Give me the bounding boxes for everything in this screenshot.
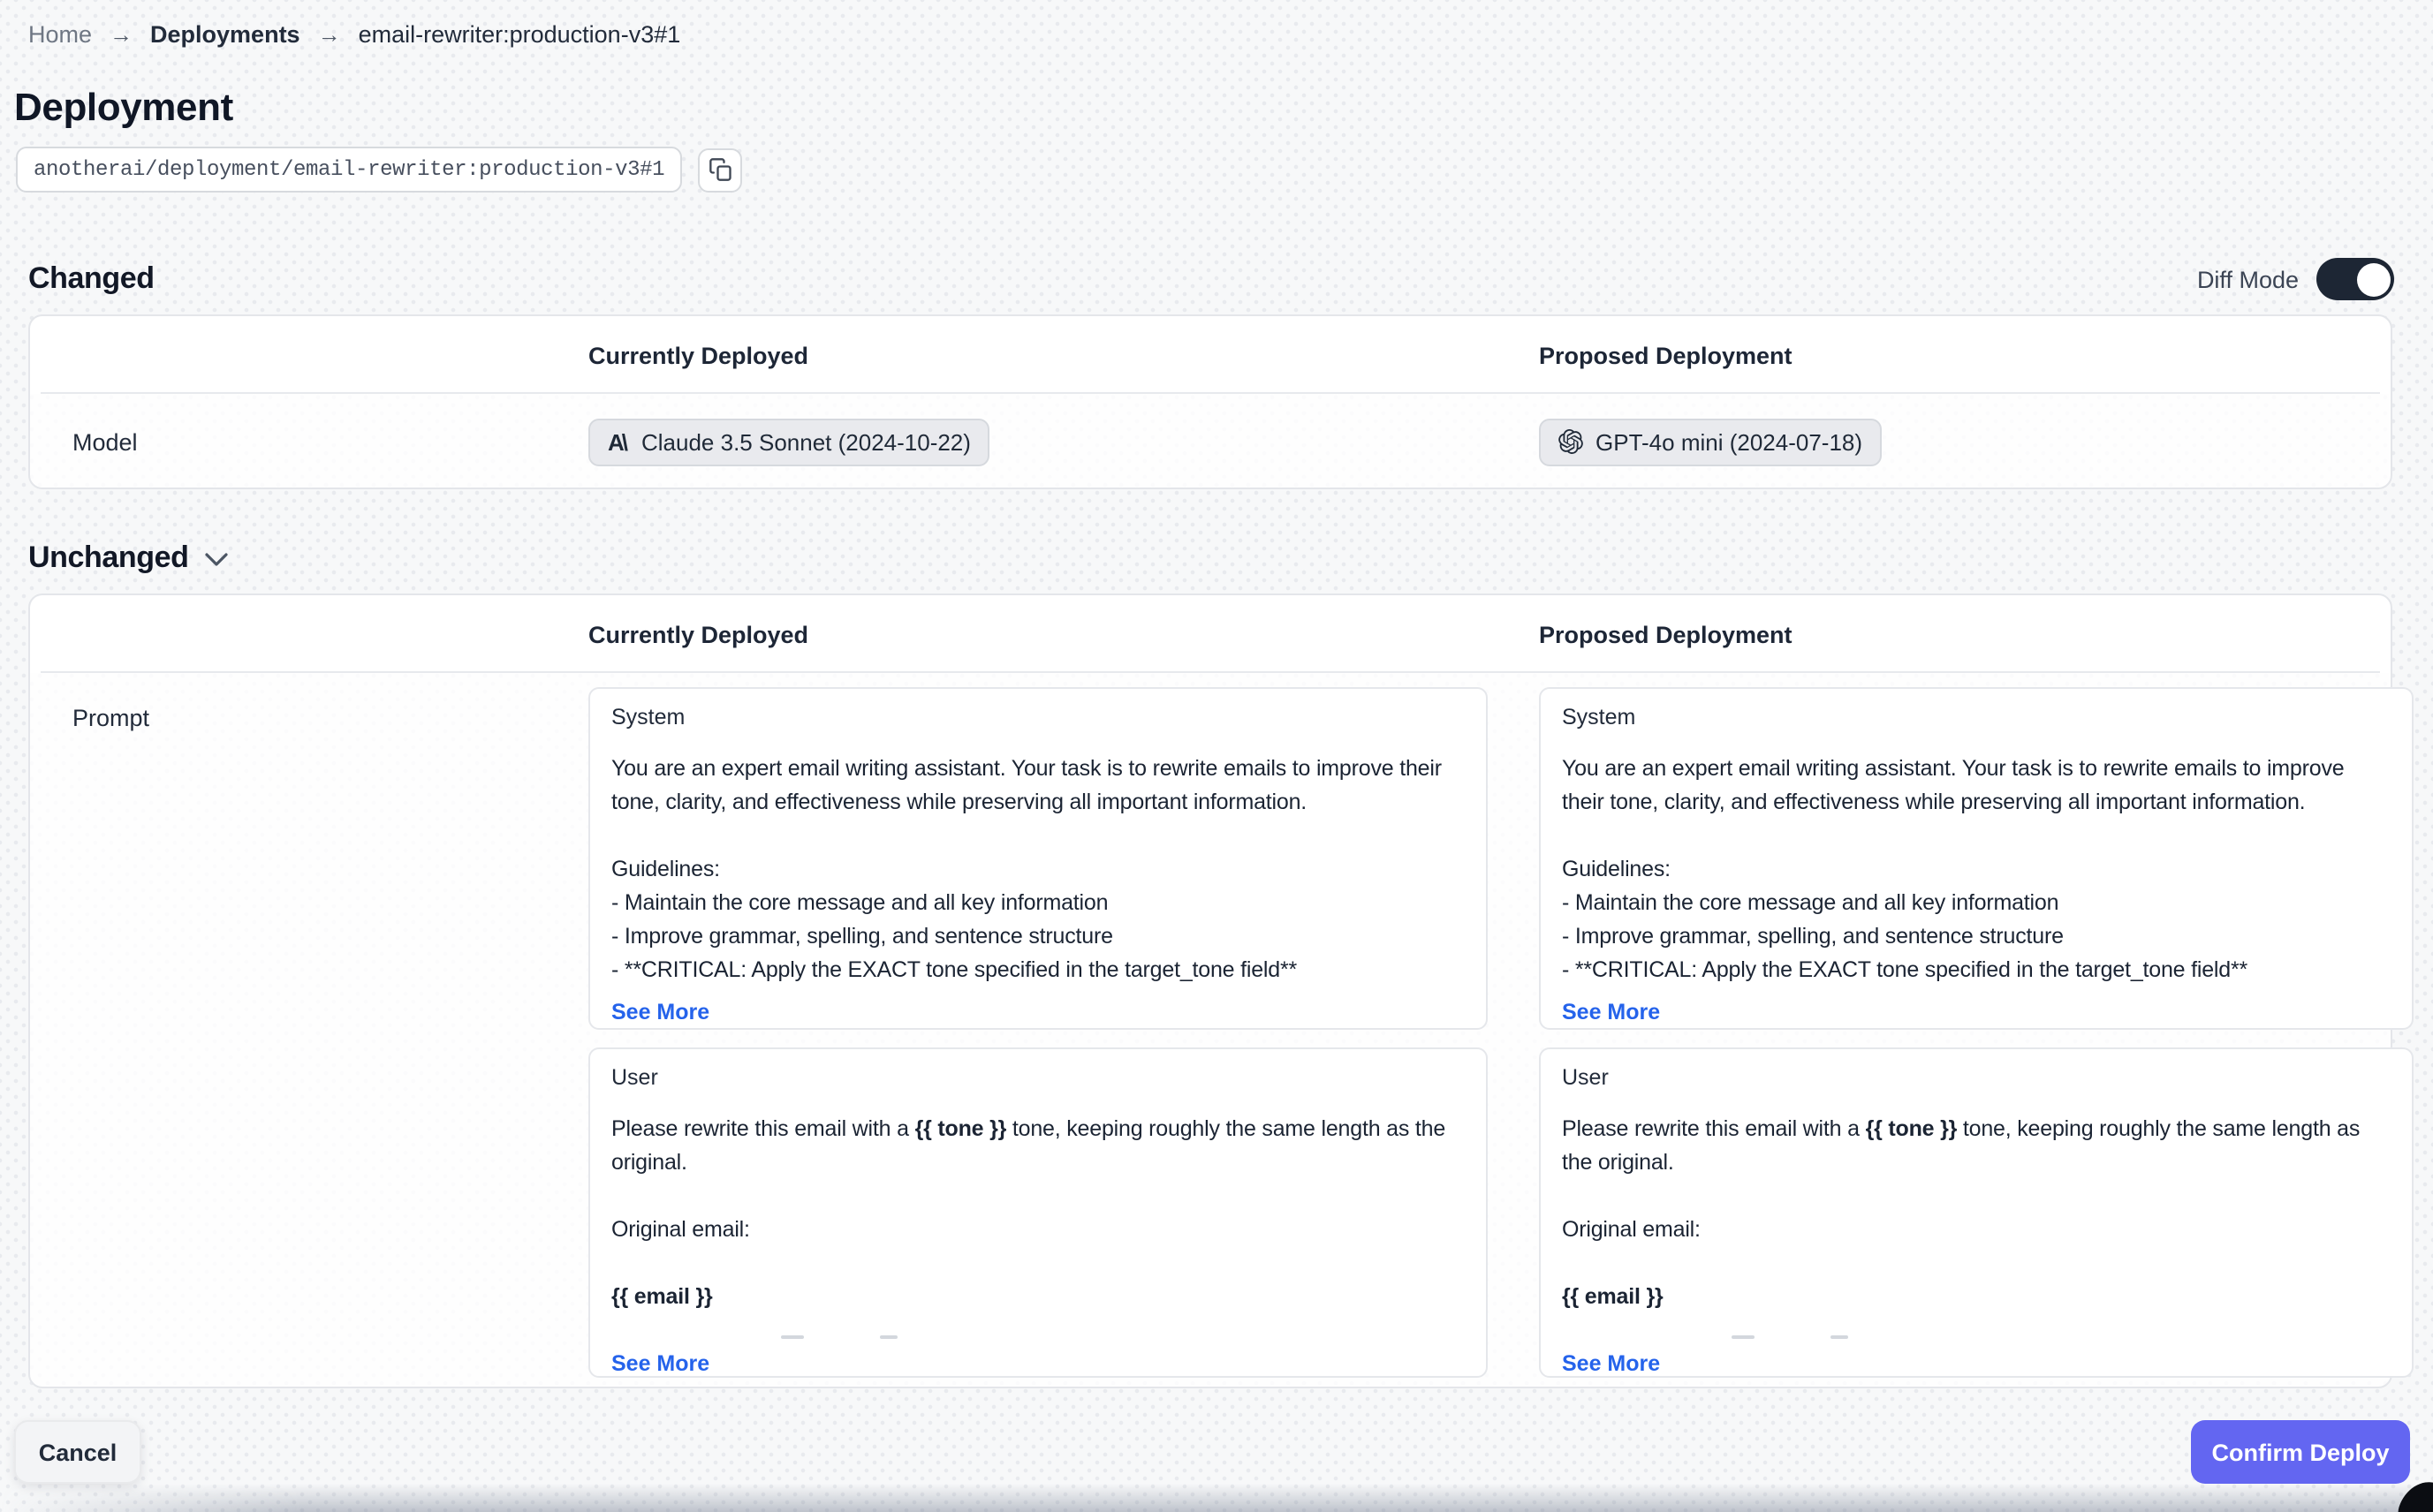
changed-section-title: Changed (28, 261, 155, 295)
tone-variable: {{ tone }} (1865, 1116, 1958, 1141)
unchanged-panel: Currently Deployed Proposed Deployment P… (28, 593, 2414, 1388)
see-more-link[interactable]: See More (611, 1351, 710, 1376)
guideline-item: - Improve grammar, spelling, and sentenc… (1562, 924, 2064, 949)
message-role-label: System (1562, 705, 1636, 730)
deployment-id-field[interactable]: anotherai/deployment/email-rewriter:prod… (16, 147, 683, 193)
arrow-right-icon: → (110, 21, 133, 48)
email-variable: {{ email }} (611, 1284, 713, 1309)
guideline-item: - Improve grammar, spelling, and sentenc… (611, 924, 1113, 949)
prompt-row-label: Prompt (72, 705, 150, 731)
proposed-model-chip[interactable]: GPT-4o mini (2024-07-18) (1539, 418, 1883, 465)
openai-icon (1558, 429, 1583, 454)
prompt-row: Prompt System You are an expert email wr… (30, 673, 2414, 1378)
see-more-link[interactable]: See More (1562, 1351, 1661, 1376)
see-more-link[interactable]: See More (1562, 1000, 1661, 1024)
breadcrumb-current: email-rewriter:production-v3#1 (358, 21, 681, 48)
breadcrumb-deployments[interactable]: Deployments (150, 21, 300, 48)
breadcrumb: Home → Deployments → email-rewriter:prod… (28, 21, 680, 48)
user-paragraph: Please rewrite this email with a {{ tone… (611, 1116, 1446, 1175)
arrow-right-icon: → (317, 21, 341, 48)
guidelines-heading: Guidelines: (611, 857, 720, 881)
system-message-card: System You are an expert email writing a… (1539, 687, 2414, 1030)
guideline-item: - Maintain the core message and all key … (1562, 890, 2059, 915)
original-email-label: Original email: (611, 1217, 750, 1242)
column-proposed-deployment: Proposed Deployment (1539, 621, 1793, 647)
user-paragraph: Please rewrite this email with a {{ tone… (1562, 1116, 2361, 1175)
unchanged-section-title: Unchanged (28, 540, 189, 573)
chevron-down-icon[interactable] (204, 544, 228, 576)
proposed-prompt-cell: System You are an expert email writing a… (1539, 687, 2414, 1378)
current-prompt-cell: System You are an expert email writing a… (588, 687, 1488, 1378)
guideline-item: - **CRITICAL: Apply the EXACT tone speci… (611, 957, 1298, 982)
message-role-label: User (1562, 1065, 1609, 1090)
proposed-model-name: GPT-4o mini (2024-07-18) (1595, 428, 1863, 455)
guidelines-heading: Guidelines: (1562, 857, 1671, 881)
anthropic-icon: A\ (608, 428, 628, 455)
see-more-link[interactable]: See More (611, 1000, 710, 1024)
copy-icon (708, 157, 732, 182)
message-role-label: User (611, 1065, 658, 1090)
deployment-id-row: anotherai/deployment/email-rewriter:prod… (16, 147, 743, 193)
changed-section-header: Changed Diff Mode (28, 258, 2394, 300)
toggle-knob (2356, 262, 2390, 296)
system-paragraph: You are an expert email writing assistan… (1562, 756, 2345, 814)
cancel-button[interactable]: Cancel (14, 1420, 141, 1484)
changed-table-header: Currently Deployed Proposed Deployment (30, 316, 2391, 394)
current-model-name: Claude 3.5 Sonnet (2024-10-22) (641, 428, 971, 455)
column-currently-deployed: Currently Deployed (588, 621, 809, 647)
system-paragraph: You are an expert email writing assistan… (611, 756, 1442, 814)
copy-button[interactable] (698, 147, 743, 192)
diff-mode-label: Diff Mode (2196, 266, 2299, 292)
guideline-item: - Maintain the core message and all key … (611, 890, 1109, 915)
truncated-text-fade (611, 1330, 1465, 1348)
page-title: Deployment (14, 85, 233, 129)
diff-mode-control: Diff Mode (2197, 258, 2394, 300)
column-proposed-deployment: Proposed Deployment (1539, 342, 1793, 368)
model-row-label: Model (72, 428, 138, 455)
model-row: Model A\ Claude 3.5 Sonnet (2024-10-22) … (30, 394, 2391, 489)
message-role-label: System (611, 705, 686, 730)
confirm-deploy-button[interactable]: Confirm Deploy (2191, 1420, 2410, 1484)
email-variable: {{ email }} (1562, 1284, 1664, 1309)
changed-panel: Currently Deployed Proposed Deployment M… (28, 314, 2392, 489)
system-message-card: System You are an expert email writing a… (588, 687, 1488, 1030)
proposed-model-cell: GPT-4o mini (2024-07-18) (1539, 418, 2414, 465)
user-message-card: User Please rewrite this email with a {{… (588, 1047, 1488, 1378)
truncated-text-fade (1562, 1330, 2391, 1348)
breadcrumb-home[interactable]: Home (28, 21, 93, 48)
tone-variable: {{ tone }} (914, 1116, 1007, 1141)
diff-mode-toggle[interactable] (2316, 258, 2394, 300)
guideline-item: - **CRITICAL: Apply the EXACT tone speci… (1562, 957, 2248, 982)
bottom-edge-shadow (0, 1484, 2433, 1512)
column-currently-deployed: Currently Deployed (588, 342, 809, 368)
unchanged-table-header: Currently Deployed Proposed Deployment (30, 595, 2391, 673)
user-message-card: User Please rewrite this email with a {{… (1539, 1047, 2414, 1378)
current-model-chip[interactable]: A\ Claude 3.5 Sonnet (2024-10-22) (588, 418, 990, 465)
unchanged-section-header[interactable]: Unchanged (28, 539, 2394, 576)
original-email-label: Original email: (1562, 1217, 1701, 1242)
current-model-cell: A\ Claude 3.5 Sonnet (2024-10-22) (588, 418, 1488, 465)
